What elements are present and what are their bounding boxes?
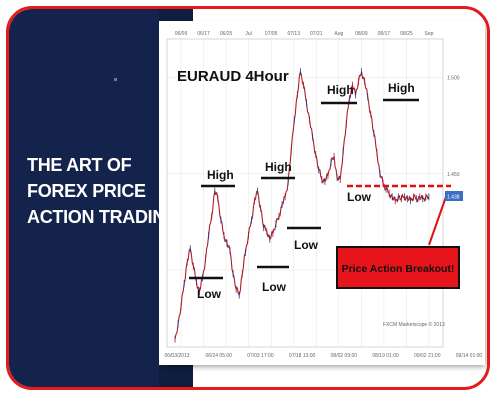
bottom-tick-label: 06/24 05:00 <box>206 353 233 359</box>
high-label-4: High <box>388 81 415 95</box>
bottom-tick-label: 07/03 17:00 <box>247 353 274 359</box>
top-tick-label: 06/17 <box>197 31 210 37</box>
chart-title: EURAUD 4Hour <box>177 68 289 85</box>
decorative-dot <box>114 78 117 81</box>
plot-border <box>166 38 444 348</box>
bottom-tick-label: 08/02 09:00 <box>331 353 358 359</box>
top-tick-label: 07/13 <box>287 31 300 37</box>
price-chart: 06/09 06/17 06/25 Jul 07/05 07/13 07/21 Aug 08/0… <box>161 23 483 363</box>
price-tick-label: 1.450 <box>447 172 460 178</box>
top-tick-label: Sep <box>425 31 434 37</box>
grid <box>167 39 443 347</box>
top-tick-label: 07/05 <box>265 31 278 37</box>
chart-credit: FXCM Marketscope © 2013 <box>383 321 445 328</box>
price-series-line-1 <box>174 71 430 340</box>
low-label-4: Low <box>347 190 372 204</box>
top-tick-label: Aug <box>334 31 343 37</box>
infographic-frame: THE ART OF FOREX PRICE ACTION TRADING 06… <box>6 6 490 390</box>
breakout-label: Price Action Breakout! <box>342 263 455 275</box>
headline: THE ART OF FOREX PRICE ACTION TRADING <box>27 152 179 230</box>
low-label-3: Low <box>294 238 319 252</box>
high-annotations: High High High High <box>201 81 419 188</box>
low-annotations: Low Low Low Low <box>189 190 372 301</box>
top-tick-label: Jul <box>245 31 251 37</box>
price-tick-label: 1.500 <box>447 76 460 82</box>
low-label-2: Low <box>262 280 287 294</box>
high-label-2: High <box>265 160 292 174</box>
top-tick-label: 06/25 <box>220 31 233 37</box>
top-tick-label: 08/09 <box>355 31 368 37</box>
headline-line-1: THE ART OF <box>27 155 132 175</box>
current-price-value: 1.438 <box>447 195 460 201</box>
top-axis: 06/09 06/17 06/25 Jul 07/05 07/13 07/21 Aug 08/0… <box>175 31 434 37</box>
bottom-tick-label: 07/18 13:00 <box>289 353 316 359</box>
title-panel <box>9 9 159 387</box>
chart-panel: 06/09 06/17 06/25 Jul 07/05 07/13 07/21 Aug 08/0… <box>161 23 483 363</box>
bottom-tick-label: 06/03/2013 <box>164 353 189 359</box>
current-price-tag <box>445 191 463 201</box>
bottom-tick-label: 08/19 01:00 <box>372 353 399 359</box>
high-label-1: High <box>207 168 234 182</box>
bottom-axis: 06/03/2013 06/24 05:00 07/03 17:00 07/18 13… <box>164 353 482 359</box>
top-tick-label: 07/21 <box>310 31 323 37</box>
bottom-tick-label: 09/02 21:00 <box>414 353 441 359</box>
headline-line-3: ACTION TRADING <box>27 207 179 227</box>
top-tick-label: 06/09 <box>175 31 188 37</box>
breakout-pointer <box>428 190 449 246</box>
top-tick-label: 08/25 <box>400 31 413 37</box>
bottom-tick-label: 09/14 01:00 <box>456 353 483 359</box>
breakout-callout <box>336 246 460 289</box>
top-tick-label: 08/17 <box>378 31 391 37</box>
low-label-1: Low <box>197 287 222 301</box>
headline-line-2: FOREX PRICE <box>27 181 146 201</box>
high-label-3: High <box>327 83 354 97</box>
